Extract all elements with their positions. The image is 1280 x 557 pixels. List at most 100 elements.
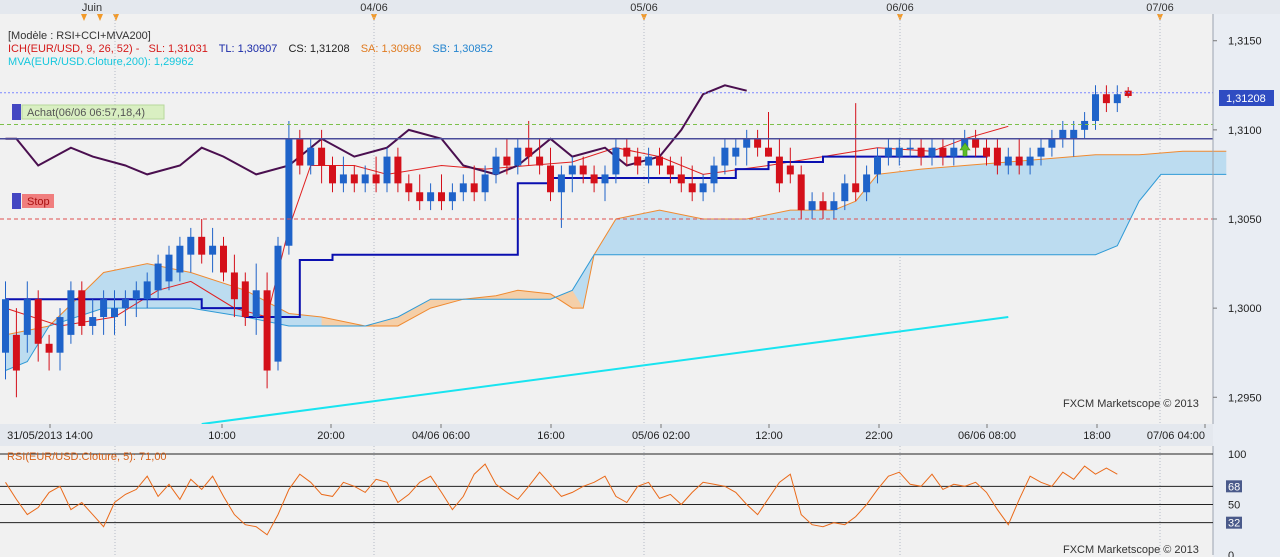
candle <box>950 138 958 166</box>
candle <box>863 165 871 202</box>
candle <box>1102 85 1110 113</box>
candle-body <box>993 147 1001 166</box>
candle-body <box>906 147 914 150</box>
candle-body <box>405 183 413 193</box>
candle-body <box>165 254 173 282</box>
candle-body <box>143 281 151 300</box>
candle-body <box>2 299 9 353</box>
rsi-panel[interactable] <box>0 446 1213 557</box>
candle <box>481 165 489 202</box>
time-tick-label: 07/06 04:00 <box>1147 430 1205 442</box>
candle-body <box>67 290 75 335</box>
candle <box>1004 147 1012 175</box>
candle <box>666 156 674 184</box>
candle-body <box>895 147 903 157</box>
candle <box>350 165 358 193</box>
candle-body <box>568 165 576 175</box>
candle-body <box>983 147 990 157</box>
date-tick-marker-icon <box>113 14 119 21</box>
time-tick-label: 18:00 <box>1083 430 1111 442</box>
candle-body <box>285 138 293 246</box>
candle-body <box>230 272 238 300</box>
price-tick-label: 1,3100 <box>1228 125 1262 137</box>
candle-body <box>1081 120 1089 130</box>
candle <box>372 156 380 193</box>
candle <box>23 281 31 353</box>
candle <box>187 227 195 273</box>
candle-body <box>459 183 467 193</box>
candle <box>329 156 336 193</box>
sb-value: SB: 1,30852 <box>432 43 493 55</box>
buy-marker[interactable]: Achat(06/06 06:57,18,4) <box>12 104 165 120</box>
candle <box>67 281 75 344</box>
candle <box>1048 129 1056 157</box>
candle-body <box>318 147 326 166</box>
candle <box>590 165 598 193</box>
candle-body <box>841 183 849 202</box>
candle-body <box>427 192 435 202</box>
candle-body <box>590 174 598 184</box>
candle <box>438 174 445 211</box>
candle <box>12 308 20 398</box>
cloud-fill <box>5 151 1227 371</box>
senkou-span-b-line <box>5 173 1227 371</box>
candle-body <box>1102 94 1110 104</box>
cs-value: CS: 1,31208 <box>288 43 349 55</box>
price-watermark: FXCM Marketscope © 2013 <box>1063 398 1199 410</box>
candle <box>765 112 772 157</box>
candle <box>525 120 533 166</box>
candle-body <box>677 174 685 184</box>
candle <box>579 156 587 184</box>
candle-body <box>416 192 424 202</box>
price-tick-label: 1,3050 <box>1228 214 1262 226</box>
candle <box>917 138 925 166</box>
buy-signal-arrow-icon <box>959 142 971 157</box>
candle <box>1081 112 1089 139</box>
candle-body <box>1059 129 1067 139</box>
candle <box>459 174 467 202</box>
top-date-label: 05/06 <box>630 2 658 14</box>
candle <box>230 254 238 318</box>
time-tick-label: 31/05/2013 14:00 <box>7 430 93 442</box>
candle-body <box>383 156 391 184</box>
top-date-label: 06/06 <box>886 2 914 14</box>
candle <box>808 192 816 219</box>
candle-body <box>154 263 162 291</box>
candle <box>307 138 315 175</box>
candle <box>874 147 881 184</box>
candle-body <box>1048 138 1056 148</box>
candle <box>383 147 391 193</box>
rsi-axis-label: 68 <box>1228 481 1240 493</box>
time-tick-label: 12:00 <box>755 430 783 442</box>
mva-label: MVA(EUR/USD.Cloture,200): 1,29962 <box>8 56 194 68</box>
ichimoku-label: ICH(EUR/USD, 9, 26, 52) - <box>8 43 140 55</box>
stop-marker-label: Stop <box>27 196 50 208</box>
candle <box>165 245 173 291</box>
candle-body <box>187 236 195 255</box>
candle-body <box>209 245 217 255</box>
candle <box>34 290 42 362</box>
candle <box>536 138 544 175</box>
candle <box>154 254 162 300</box>
candle-body <box>339 174 347 184</box>
top-date-label: 07/06 <box>1146 2 1174 14</box>
rsi-level-tag <box>1226 516 1242 529</box>
top-date-label: Juin <box>82 2 102 14</box>
candle-body <box>350 174 358 184</box>
candle <box>209 227 217 273</box>
candle <box>939 138 947 166</box>
candle-body <box>874 156 881 175</box>
candle <box>176 236 184 282</box>
time-tick-label: 20:00 <box>317 430 345 442</box>
candle <box>1092 85 1099 130</box>
candle-body <box>612 147 620 175</box>
candle <box>78 281 86 335</box>
stop-marker[interactable]: Stop <box>12 193 54 209</box>
time-tick-label: 10:00 <box>208 430 236 442</box>
candle-body <box>939 147 947 157</box>
time-tick-label: 04/06 06:00 <box>412 430 470 442</box>
price-axis: 1,3150 1,3100 1,3050 1,3000 1,2950 <box>1212 14 1262 424</box>
candle <box>121 290 129 326</box>
